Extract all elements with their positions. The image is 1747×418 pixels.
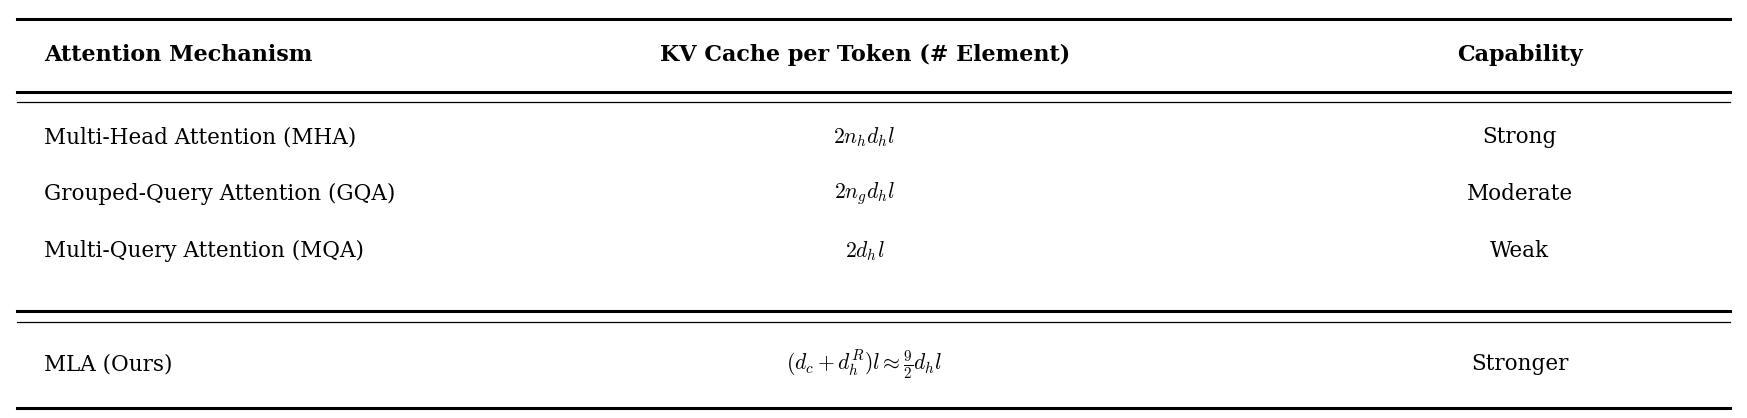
Text: Weak: Weak — [1490, 240, 1550, 262]
Text: Capability: Capability — [1457, 44, 1583, 66]
Text: $2n_hd_hl$: $2n_hd_hl$ — [833, 125, 896, 149]
Text: Strong: Strong — [1483, 126, 1557, 148]
Text: MLA (Ours): MLA (Ours) — [44, 354, 173, 375]
Text: Multi-Query Attention (MQA): Multi-Query Attention (MQA) — [44, 240, 363, 262]
Text: Stronger: Stronger — [1471, 354, 1569, 375]
Text: $2n_gd_hl$: $2n_gd_hl$ — [833, 181, 896, 207]
Text: Moderate: Moderate — [1467, 183, 1572, 205]
Text: Attention Mechanism: Attention Mechanism — [44, 44, 313, 66]
Text: $2d_hl$: $2d_hl$ — [846, 239, 884, 263]
Text: Multi-Head Attention (MHA): Multi-Head Attention (MHA) — [44, 126, 356, 148]
Text: Grouped-Query Attention (GQA): Grouped-Query Attention (GQA) — [44, 183, 395, 205]
Text: $(d_c + d_h^R)l \approx \frac{9}{2}d_hl$: $(d_c + d_h^R)l \approx \frac{9}{2}d_hl$ — [786, 347, 943, 382]
Text: KV Cache per Token (# Element): KV Cache per Token (# Element) — [660, 44, 1069, 66]
